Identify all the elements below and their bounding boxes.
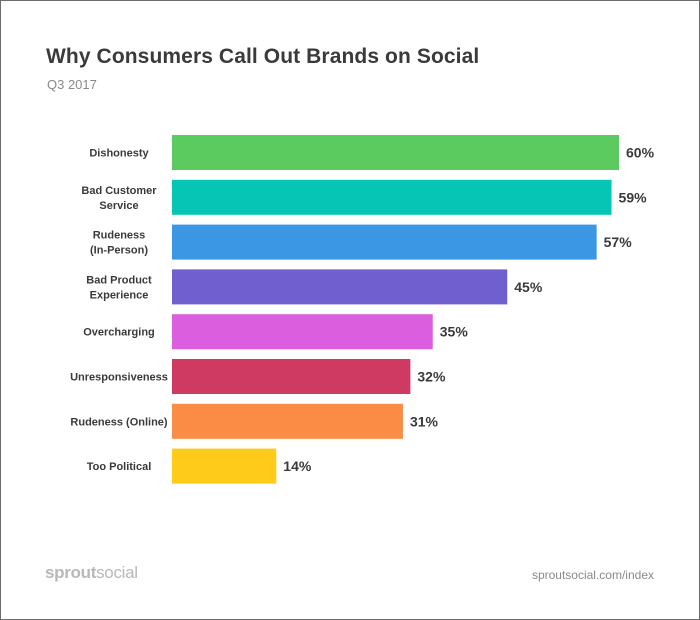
value-label-0: 60% (626, 145, 655, 161)
bar-0 (172, 135, 619, 170)
bar-4 (172, 314, 433, 350)
category-label-5: Unresponsiveness (70, 372, 168, 384)
category-label-6: Rudeness (Online) (70, 416, 168, 428)
chart-subtitle: Q3 2017 (47, 77, 97, 92)
category-label-0: Dishonesty (89, 148, 149, 160)
category-label-1: Bad Customer Service (81, 185, 157, 212)
bar-3 (172, 269, 508, 305)
value-label-4: 35% (440, 324, 469, 340)
bars-group: 60% Dishonesty 59% Bad Customer Service 57% Ru… (70, 135, 655, 484)
bar-1 (172, 179, 612, 215)
bar-7 (172, 448, 277, 484)
bar-6 (172, 403, 403, 439)
category-label-3: Bad Product Experience (86, 274, 152, 301)
chart-title: Why Consumers Call Out Brands on Social (46, 45, 480, 68)
bar-2 (172, 224, 597, 260)
value-label-1: 59% (619, 189, 648, 205)
category-label-2: Rudeness (In-Person) (90, 230, 148, 257)
footer-url: sproutsocial.com/index (531, 568, 654, 582)
category-label-4: Overcharging (83, 327, 155, 339)
value-label-6: 31% (410, 413, 439, 429)
value-label-5: 32% (417, 369, 446, 385)
bar-5 (172, 359, 411, 394)
value-label-2: 57% (604, 234, 633, 250)
logo-text-social: social (96, 563, 138, 582)
value-label-7: 14% (283, 458, 312, 474)
sproutsocial-logo: sproutsocial (45, 563, 138, 583)
value-label-3: 45% (514, 279, 543, 295)
category-label-7: Too Political (87, 461, 152, 473)
logo-text-sprout: sprout (45, 563, 97, 582)
